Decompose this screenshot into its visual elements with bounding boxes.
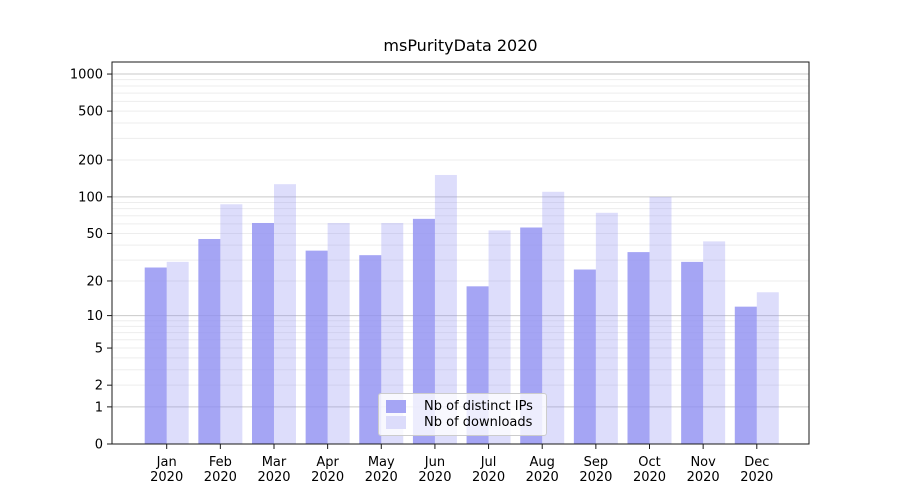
legend-label-ips: Nb of distinct IPs xyxy=(424,399,533,414)
y-tick-label: 50 xyxy=(86,227,103,242)
bar-downloads-Feb xyxy=(220,204,243,444)
x-tick-label-year: 2020 xyxy=(418,470,451,485)
x-tick-label-year: 2020 xyxy=(687,470,720,485)
x-tick-label-year: 2020 xyxy=(150,470,183,485)
bar-ips-Aug xyxy=(520,227,543,444)
x-tick-label-year: 2020 xyxy=(633,470,666,485)
legend-entry-ips: Nb of distinct IPs xyxy=(386,399,539,414)
legend-swatch-ips-icon xyxy=(386,400,406,413)
y-tick-label: 2 xyxy=(95,379,103,394)
bar-ips-Feb xyxy=(198,238,221,444)
legend: Nb of distinct IPs Nb of downloads xyxy=(378,393,547,436)
bar-ips-Dec xyxy=(734,306,757,444)
y-tick-label: 500 xyxy=(78,105,103,120)
y-tick-label: 10 xyxy=(86,309,103,324)
legend-swatch-downloads-icon xyxy=(386,416,406,429)
bar-ips-Sep xyxy=(573,269,596,444)
x-tick-label-year: 2020 xyxy=(472,470,505,485)
x-tick-label-month: Jun xyxy=(424,455,445,470)
x-tick-label-month: Apr xyxy=(316,455,339,470)
x-tick-label-year: 2020 xyxy=(526,470,559,485)
bar-downloads-May xyxy=(381,222,404,444)
x-tick-label-year: 2020 xyxy=(257,470,290,485)
bar-downloads-Jul xyxy=(488,230,511,444)
plot-frame xyxy=(111,61,810,445)
bar-ips-Jun xyxy=(412,218,435,444)
x-tick-label-year: 2020 xyxy=(365,470,398,485)
x-tick-label-year: 2020 xyxy=(740,470,773,485)
y-tick-label: 1 xyxy=(95,400,103,415)
x-tick-label-month: Aug xyxy=(530,455,555,470)
x-tick-label-month: Nov xyxy=(690,455,716,470)
bar-downloads-Jan xyxy=(166,261,189,444)
chart-title: msPurityData 2020 xyxy=(383,36,538,55)
x-tick-label-month: Mar xyxy=(262,455,287,470)
y-tick-label: 20 xyxy=(86,274,103,289)
bar-downloads-Sep xyxy=(595,212,618,444)
bar-downloads-Mar xyxy=(273,184,296,444)
legend-entry-downloads: Nb of downloads xyxy=(386,415,539,430)
x-tick-label-month: Sep xyxy=(584,455,609,470)
bar-downloads-Dec xyxy=(756,292,779,444)
bar-ips-Jan xyxy=(144,267,167,444)
bar-downloads-Nov xyxy=(703,241,726,444)
bar-downloads-Apr xyxy=(327,222,350,444)
bar-downloads-Jun xyxy=(434,174,457,444)
y-tick-label: 200 xyxy=(78,154,103,169)
bar-downloads-Oct xyxy=(649,196,672,444)
bar-ips-Nov xyxy=(681,261,704,444)
x-tick-label-month: Feb xyxy=(209,455,232,470)
y-tick-label: 0 xyxy=(95,438,103,453)
legend-label-downloads: Nb of downloads xyxy=(424,415,533,430)
bar-downloads-Aug xyxy=(542,191,565,444)
bar-ips-Apr xyxy=(305,250,328,444)
bar-ips-Oct xyxy=(627,252,650,444)
x-tick-label-month: Jul xyxy=(480,455,497,470)
x-tick-label-year: 2020 xyxy=(204,470,237,485)
y-tick-label: 5 xyxy=(95,342,103,357)
bar-ips-May xyxy=(359,255,382,444)
y-tick-label: 100 xyxy=(78,190,103,205)
x-tick-label-month: Oct xyxy=(638,455,660,470)
x-tick-label-month: Jan xyxy=(156,455,177,470)
x-tick-label-year: 2020 xyxy=(311,470,344,485)
x-tick-label-month: May xyxy=(368,455,395,470)
x-tick-label-year: 2020 xyxy=(579,470,612,485)
y-tick-label: 1000 xyxy=(70,68,103,83)
x-tick-label-month: Dec xyxy=(744,455,769,470)
bar-ips-Mar xyxy=(251,222,274,444)
